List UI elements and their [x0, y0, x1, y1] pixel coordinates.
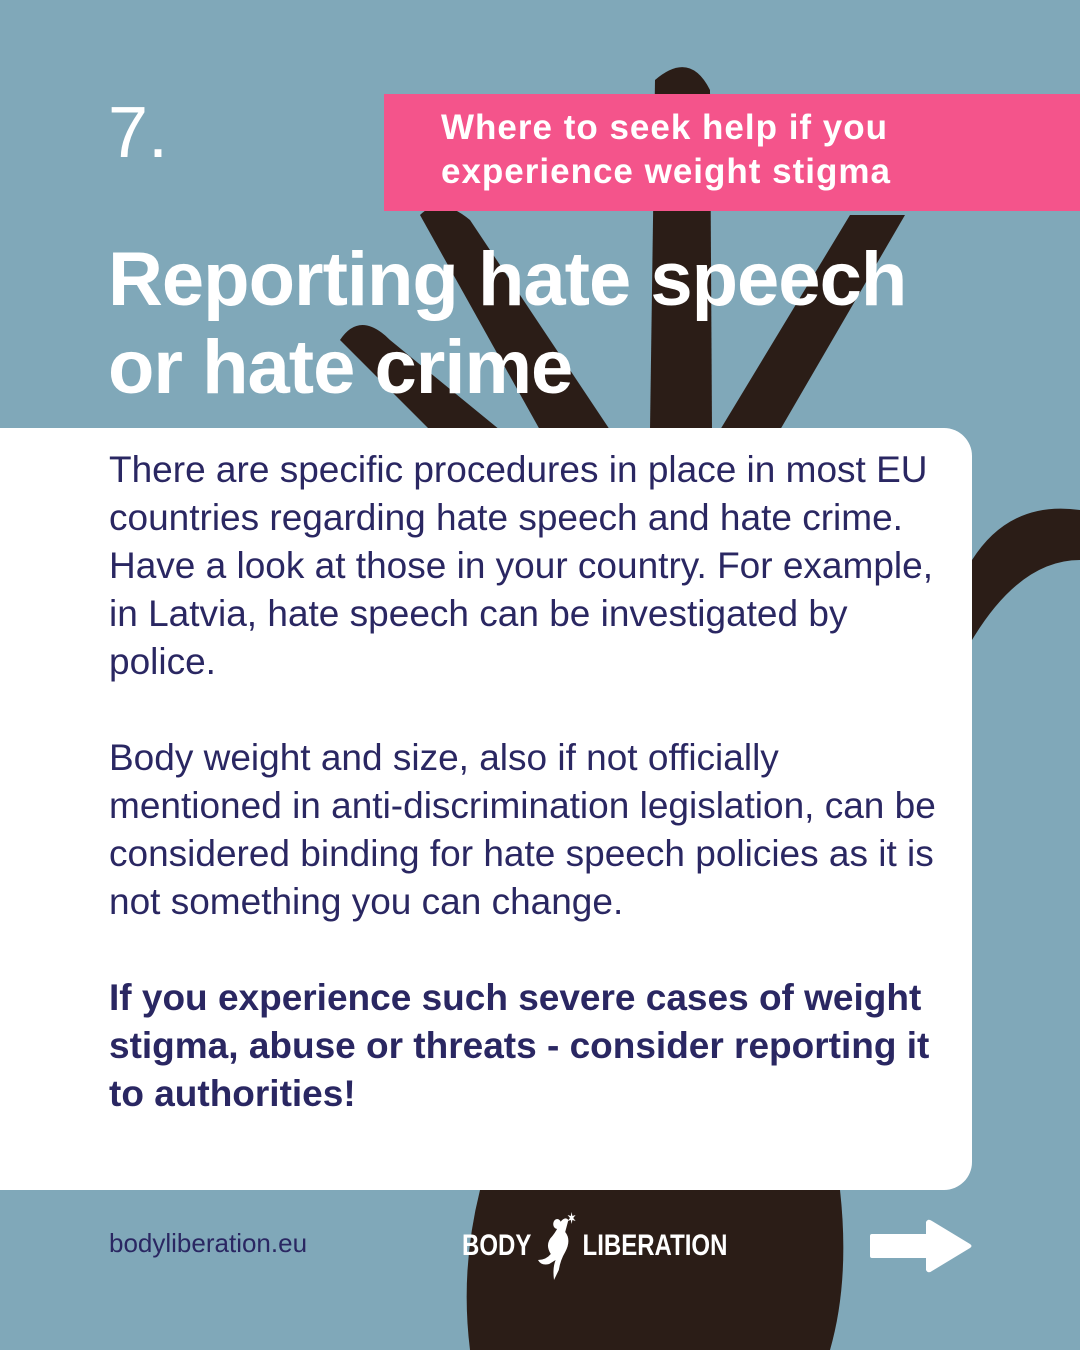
logo-text-right: LIBERATION: [582, 1229, 728, 1262]
website-link[interactable]: bodyliberation.eu: [109, 1228, 308, 1258]
subtitle: Where to seek help if you experience wei…: [441, 106, 891, 194]
callout-report: If you experience such severe cases of w…: [109, 977, 930, 1114]
paragraph-procedures: There are specific procedures in place i…: [109, 449, 933, 682]
footer: bodyliberation.eu BODY LIBERATION: [0, 1208, 1080, 1284]
content-card: There are specific procedures in place i…: [0, 428, 972, 1190]
jumping-figure-icon: [537, 1212, 576, 1280]
page-title: Reporting hate speech or hate crime: [108, 236, 1068, 412]
logo-text-left: BODY: [462, 1229, 532, 1262]
step-number: 7.: [108, 93, 169, 173]
title-line-1: Reporting hate speech: [108, 237, 907, 322]
subtitle-line-2: experience weight stigma: [441, 152, 891, 191]
subtitle-line-1: Where to seek help if you: [441, 108, 889, 147]
title-line-2: or hate crime: [108, 325, 573, 410]
subtitle-banner: Where to seek help if you experience wei…: [384, 94, 1080, 211]
paragraph-body-weight: Body weight and size, also if not offici…: [109, 737, 936, 922]
arrow-right-icon[interactable]: [868, 1218, 974, 1274]
body-liberation-logo: BODY LIBERATION: [462, 1208, 727, 1284]
